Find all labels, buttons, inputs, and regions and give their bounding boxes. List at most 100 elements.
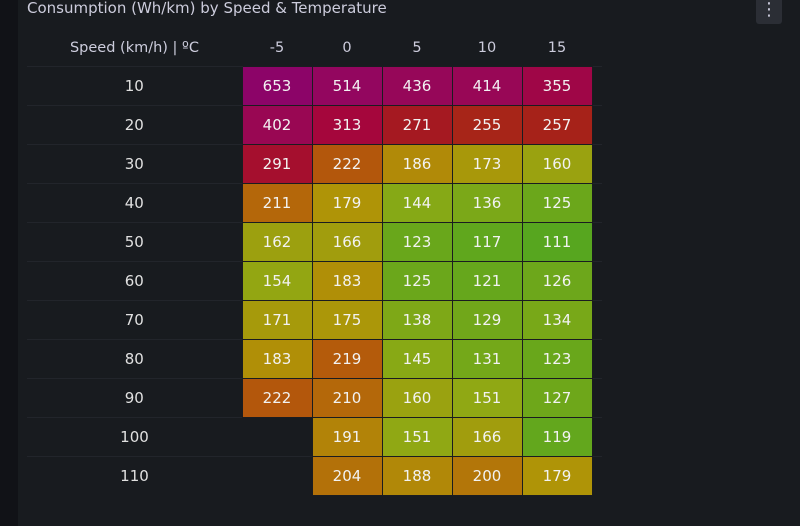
row-spacer [592, 222, 602, 262]
table-row: 30 291 222 186 173 160 [27, 144, 602, 184]
row-label-speed: 20 [27, 105, 242, 145]
heatmap-cell: 125 [381, 261, 453, 301]
row-label-speed: 60 [27, 261, 242, 301]
heatmap-cell: 179 [311, 183, 383, 223]
heatmap-cell: 126 [521, 261, 593, 301]
column-header-temp: 10 [477, 40, 497, 56]
heatmap-cell: 175 [311, 300, 383, 340]
heatmap-cell: 222 [241, 378, 313, 418]
heatmap-cell: 183 [241, 339, 313, 379]
row-label-speed: 90 [27, 378, 242, 418]
heatmap-cell: 162 [241, 222, 313, 262]
column-header-temp: -5 [269, 40, 285, 56]
heatmap-cell: 257 [521, 105, 593, 145]
heatmap-cell: 144 [381, 183, 453, 223]
row-spacer [592, 378, 602, 418]
heatmap-cell: 166 [451, 417, 523, 457]
heatmap-cell: 219 [311, 339, 383, 379]
column-header-temp: 5 [412, 40, 422, 56]
heatmap-cell: 183 [311, 261, 383, 301]
heatmap-cell: 355 [521, 66, 593, 106]
row-label-speed: 40 [27, 183, 242, 223]
heatmap-cell: 136 [451, 183, 523, 223]
column-header-temp: 0 [342, 40, 352, 56]
heatmap-cell: 436 [381, 66, 453, 106]
heatmap-cell: 171 [241, 300, 313, 340]
table-row: 110 204 188 200 179 [27, 456, 602, 496]
heatmap-cell: 204 [311, 456, 383, 496]
heatmap-cell: 514 [311, 66, 383, 106]
heatmap-panel: Consumption (Wh/km) by Speed & Temperatu… [18, 0, 800, 526]
heatmap-cell: 402 [241, 105, 313, 145]
table-row: 90 222 210 160 151 127 [27, 378, 602, 418]
row-label-speed: 30 [27, 144, 242, 184]
header-spacer [592, 30, 602, 67]
table-row: 40 211 179 144 136 125 [27, 183, 602, 223]
row-label-speed: 80 [27, 339, 242, 379]
row-spacer [592, 105, 602, 145]
heatmap-cell: 123 [381, 222, 453, 262]
heatmap-cell: 255 [451, 105, 523, 145]
row-spacer [592, 417, 602, 457]
table-row: 60 154 183 125 121 126 [27, 261, 602, 301]
heatmap-table: Speed (km/h) | ºC -5 0 5 10 15 10 653 514 436 41… [27, 30, 602, 496]
heatmap-cell: 173 [451, 144, 523, 184]
row-label-speed: 100 [27, 417, 242, 457]
row-spacer [592, 144, 602, 184]
table-row: 10 653 514 436 414 355 [27, 66, 602, 106]
heatmap-cell: 123 [521, 339, 593, 379]
panel-title: Consumption (Wh/km) by Speed & Temperatu… [27, 0, 387, 17]
header-row: Speed (km/h) | ºC -5 0 5 10 15 [27, 30, 602, 67]
row-spacer [592, 456, 602, 496]
heatmap-cell: 160 [381, 378, 453, 418]
heatmap-cell: 186 [381, 144, 453, 184]
heatmap-cell: 138 [381, 300, 453, 340]
heatmap-cell: 291 [241, 144, 313, 184]
heatmap-cell: 210 [311, 378, 383, 418]
heatmap-cell: 151 [451, 378, 523, 418]
heatmap-body: 10 653 514 436 414 355 20 402 313 271 255 257 30 291 2… [27, 66, 602, 496]
row-label-speed: 70 [27, 300, 242, 340]
heatmap-cell: 154 [241, 261, 313, 301]
heatmap-cell: 151 [381, 417, 453, 457]
column-header-temp: 15 [547, 40, 567, 56]
row-spacer [592, 183, 602, 223]
heatmap-cell: 145 [381, 339, 453, 379]
heatmap-cell: 653 [241, 66, 313, 106]
heatmap-cell: 179 [521, 456, 593, 496]
row-spacer [592, 300, 602, 340]
heatmap-cell: 131 [451, 339, 523, 379]
heatmap-cell: 160 [521, 144, 593, 184]
heatmap-cell-empty [242, 456, 312, 496]
table-row: 70 171 175 138 129 134 [27, 300, 602, 340]
heatmap-cell: 211 [241, 183, 313, 223]
heatmap-cell: 271 [381, 105, 453, 145]
row-spacer [592, 66, 602, 106]
heatmap-cell: 127 [521, 378, 593, 418]
heatmap-cell: 111 [521, 222, 593, 262]
row-spacer [592, 261, 602, 301]
heatmap-cell: 414 [451, 66, 523, 106]
heatmap-cell: 222 [311, 144, 383, 184]
heatmap-cell: 121 [451, 261, 523, 301]
table-row: 20 402 313 271 255 257 [27, 105, 602, 145]
heatmap-cell: 129 [451, 300, 523, 340]
heatmap-cell: 125 [521, 183, 593, 223]
heatmap-cell: 117 [451, 222, 523, 262]
row-spacer [592, 339, 602, 379]
corner-label: Speed (km/h) | ºC [69, 40, 200, 56]
row-label-speed: 110 [27, 456, 242, 496]
row-label-speed: 50 [27, 222, 242, 262]
table-row: 80 183 219 145 131 123 [27, 339, 602, 379]
heatmap-cell: 313 [311, 105, 383, 145]
kebab-menu-icon[interactable]: ⋮ [756, 0, 782, 24]
heatmap-cell: 188 [381, 456, 453, 496]
heatmap-cell: 166 [311, 222, 383, 262]
heatmap-cell: 200 [451, 456, 523, 496]
heatmap-cell: 119 [521, 417, 593, 457]
heatmap-cell: 134 [521, 300, 593, 340]
table-row: 100 191 151 166 119 [27, 417, 602, 457]
heatmap-cell: 191 [311, 417, 383, 457]
heatmap-cell-empty [242, 417, 312, 457]
row-label-speed: 10 [27, 66, 242, 106]
